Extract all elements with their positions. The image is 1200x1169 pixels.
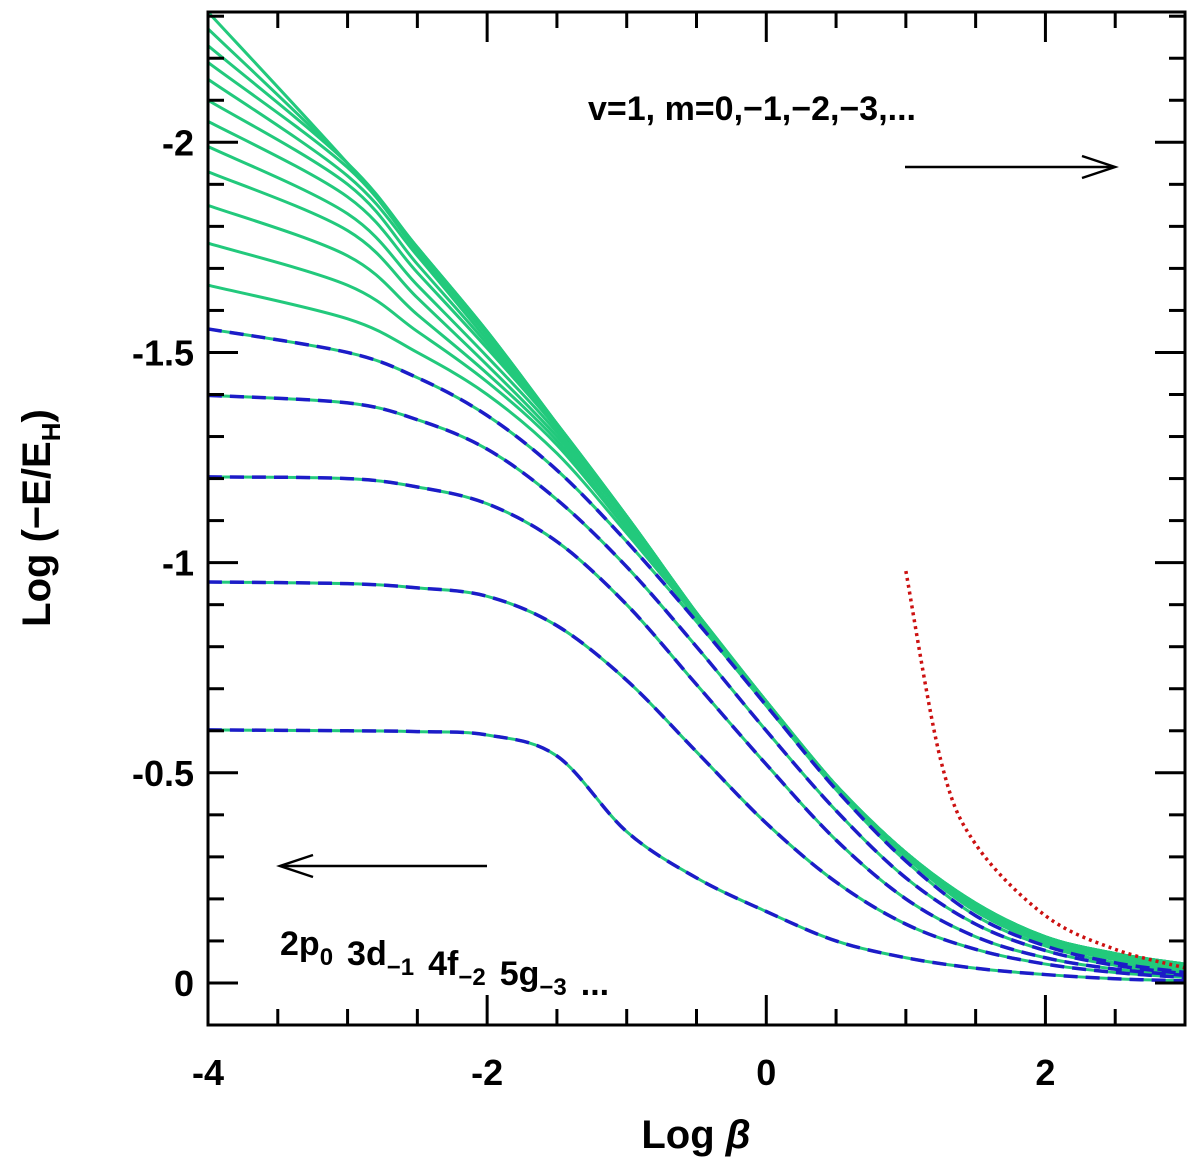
annotation-sub: 0 (320, 944, 333, 971)
annotation-part: ... (581, 965, 609, 1003)
x-label-text: Log (641, 1113, 725, 1157)
annotation-sub: −2 (458, 964, 485, 991)
annotation-part: 5g (500, 955, 540, 993)
curve (207, 145, 1186, 968)
curve (207, 241, 1186, 971)
arrow-head (276, 853, 314, 879)
y-tick-label: -2 (162, 122, 194, 163)
ticks: -4 -2 0 2 -2 -1.5 -1 -0.5 0 (132, 12, 1185, 1093)
curve (207, 327, 1186, 975)
plot-frame (206, 10, 1187, 1027)
curve (207, 393, 1186, 976)
annotation-part: 4f (428, 945, 459, 983)
y-axis-label: Log (−E/EH) (15, 409, 66, 627)
curve (207, 78, 1186, 966)
annotation-part: 3d (347, 935, 387, 973)
x-tick-label: 2 (1035, 1052, 1055, 1093)
y-tick-label: -1.5 (132, 332, 194, 373)
y-label-text: Log (−E/E (15, 441, 59, 627)
x-axis-label: Log β (641, 1113, 750, 1157)
curve (207, 283, 1186, 972)
annotation-sub: −1 (387, 954, 414, 981)
y-label-end: ) (15, 409, 59, 422)
curve (207, 728, 1186, 983)
y-tick-label: -0.5 (132, 753, 194, 794)
y-label-sub: H (36, 422, 66, 441)
curve (207, 98, 1186, 967)
curve (207, 170, 1186, 969)
x-tick-label: 0 (756, 1052, 776, 1093)
curve (207, 475, 1186, 977)
curves (206, 10, 1186, 983)
x-tick-label: -4 (192, 1052, 224, 1093)
curve (207, 61, 1186, 966)
curve (207, 580, 1186, 980)
x-tick-label: -2 (471, 1052, 503, 1093)
y-tick-label: -1 (162, 543, 194, 584)
curve (206, 10, 1186, 966)
curve (207, 580, 1186, 979)
annotation: v=1, m=0,−1,−2,−3,... (588, 90, 916, 128)
annotation-part: 2p (280, 925, 320, 963)
curve (207, 119, 1186, 967)
x-label-symbol: β (725, 1113, 751, 1157)
annotation: 2p0 3d−1 4f−2 5g−3... (280, 925, 609, 1003)
y-tick-label: 0 (174, 963, 194, 1004)
curve (904, 570, 1186, 970)
arrow-head (1081, 154, 1119, 180)
curve (207, 475, 1186, 978)
annotation-sub: −3 (539, 974, 566, 1001)
